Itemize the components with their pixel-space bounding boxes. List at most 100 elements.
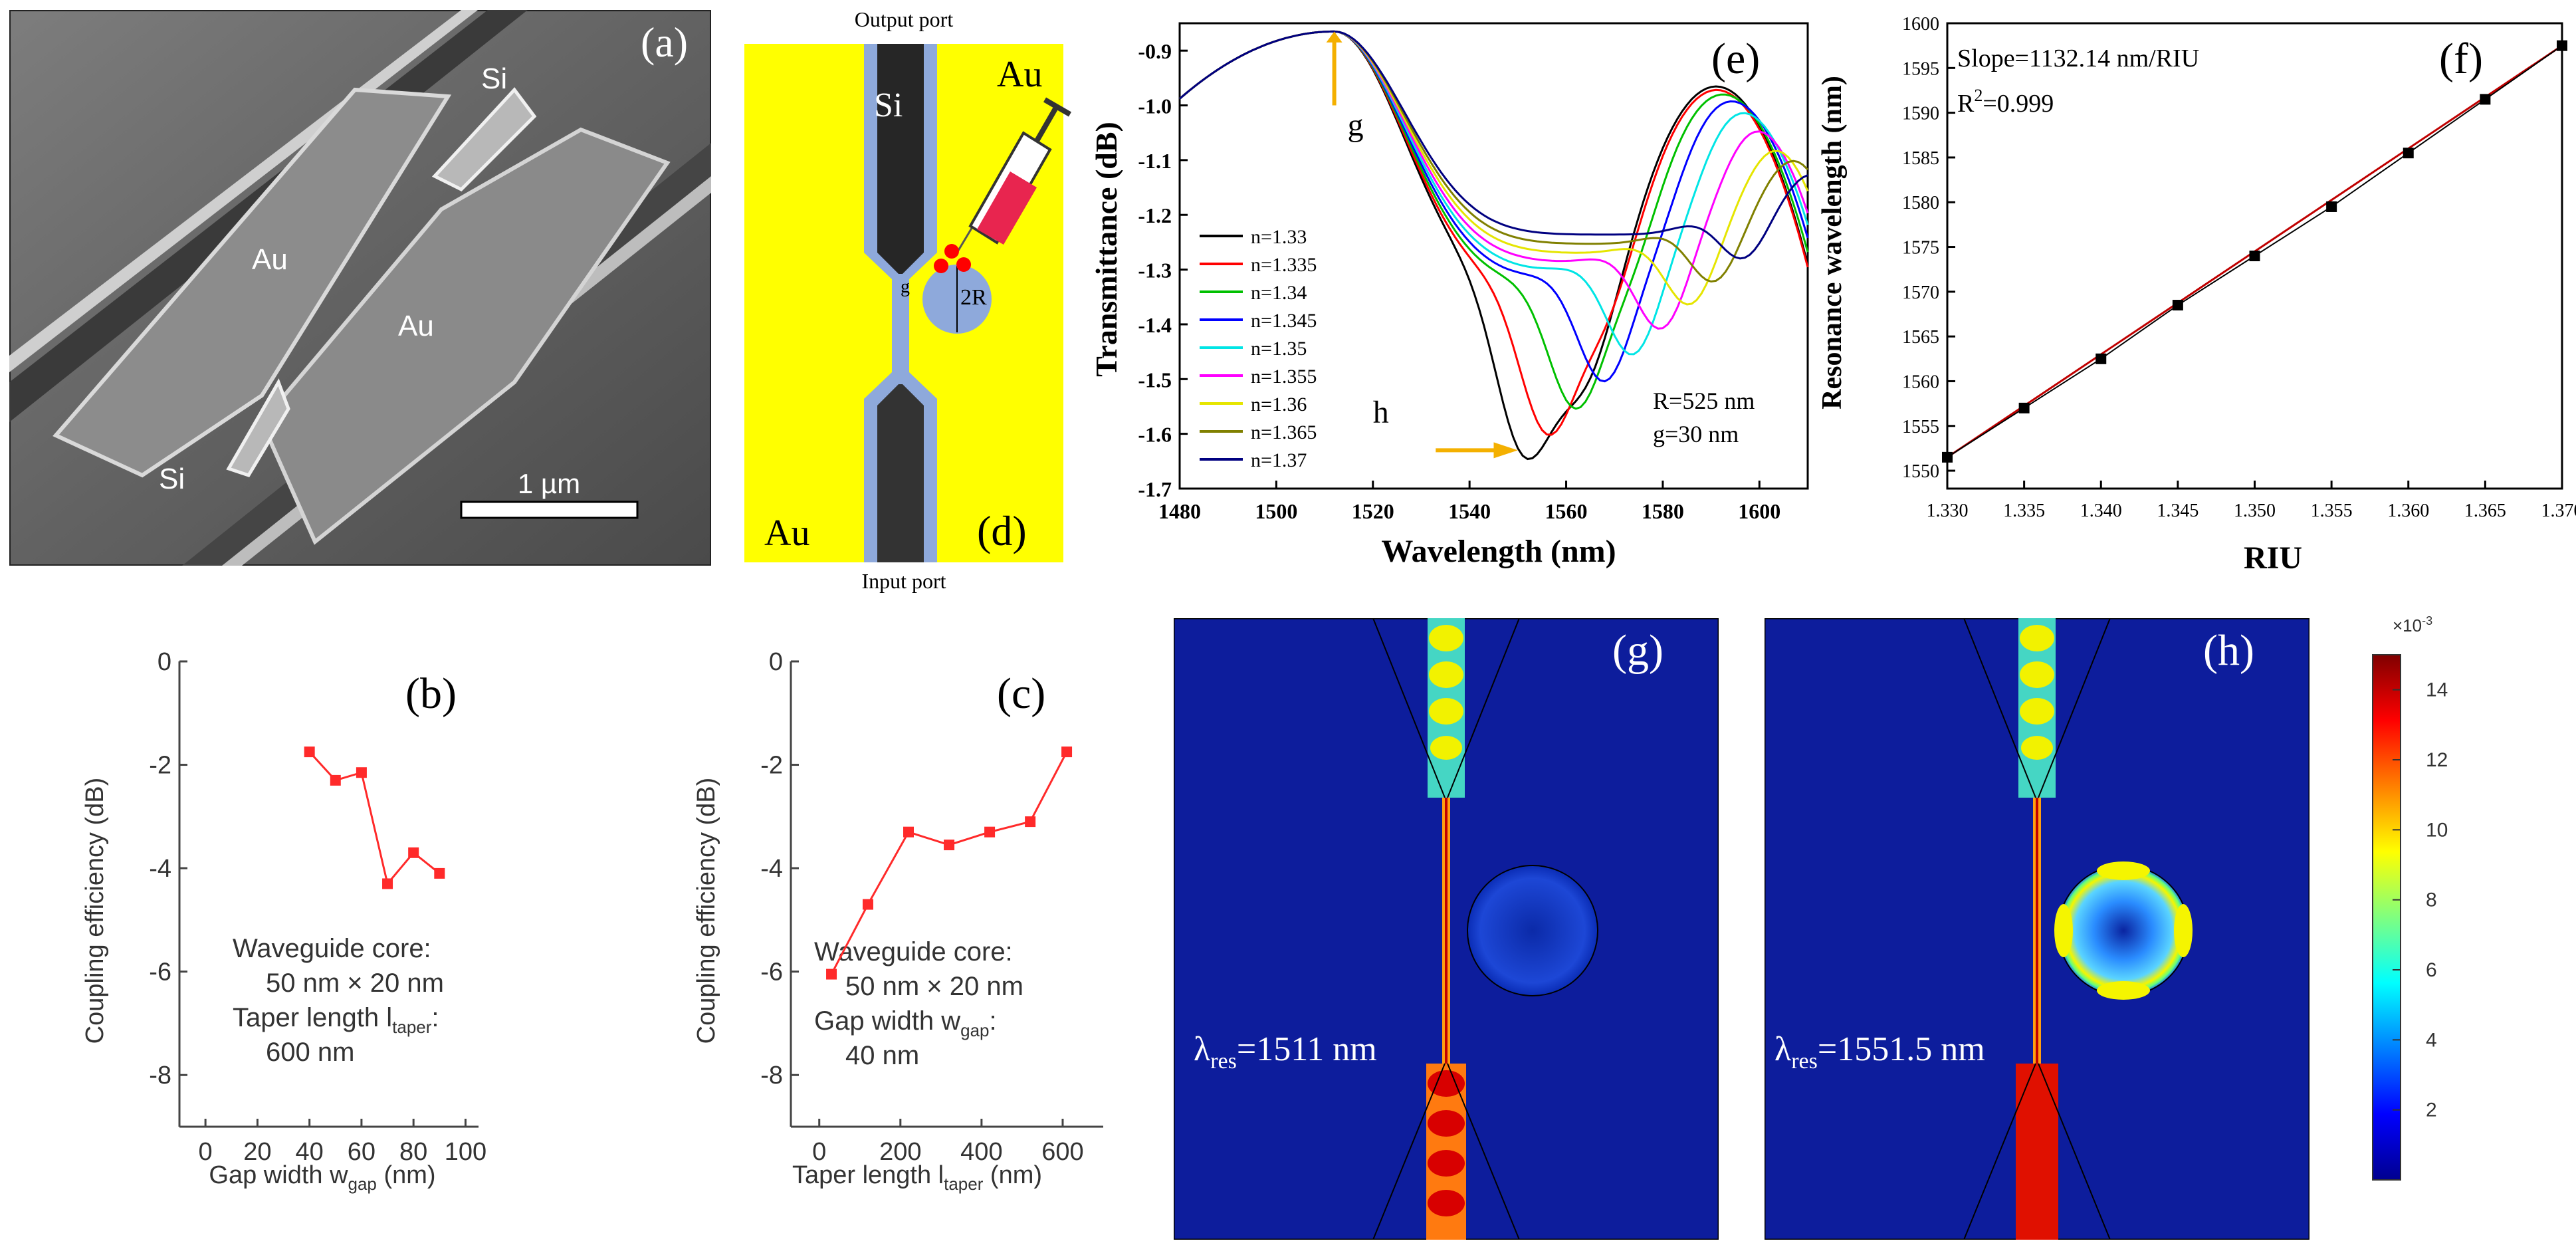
y-tick-label: 0 — [769, 648, 783, 676]
au-left-pad — [53, 87, 452, 478]
y-tick-label: -1.5 — [1138, 368, 1172, 392]
x-tick-label: 1540 — [1448, 499, 1491, 523]
legend-label: n=1.37 — [1251, 449, 1307, 471]
y-tick-label: 1595 — [1902, 58, 1939, 79]
legend-label: n=1.345 — [1251, 310, 1317, 332]
panel-a-label: (a) — [641, 19, 688, 66]
y-tick-label: -6 — [149, 959, 171, 986]
colorbar-tick-label: 4 — [2426, 1029, 2437, 1051]
xlabel: Wavelength (nm) — [1381, 534, 1616, 569]
panel-e-chart: Transmittance (dB) Wavelength (nm) (e) R… — [1083, 0, 1814, 585]
panel-c-label: (c) — [997, 669, 1045, 718]
panel-g-field-map: λres=1511 nm (g) — [1172, 617, 1720, 1241]
y-tick-label: 1555 — [1902, 417, 1939, 437]
panel-b-label: (b) — [405, 669, 457, 718]
annotation-slope: Slope=1132.14 nm/RIU — [1957, 45, 2199, 72]
output-port-label: Output port — [855, 7, 954, 31]
syringe-icon — [956, 97, 1072, 253]
data-point — [1025, 816, 1036, 828]
panel-g-label: (g) — [1612, 626, 1664, 675]
x-tick-label: 1600 — [1738, 499, 1780, 523]
y-tick-label: 1565 — [1902, 327, 1939, 348]
y-tick-label: 0 — [158, 648, 171, 676]
data-point — [2480, 94, 2491, 105]
text-si-bottom: Si — [159, 463, 185, 495]
svg-text:50 nm × 20 nm: 50 nm × 20 nm — [266, 969, 444, 998]
x-tick-label: 0 — [812, 1138, 826, 1166]
colorbar-exponent: ×10-3 — [2393, 614, 2432, 635]
panel-a-sem-image: 1 µm Si Si Au Au (a) — [8, 9, 712, 567]
ylabel: Coupling efficiency (dB) — [81, 778, 109, 1044]
colorbar-tick-label: 2 — [2426, 1099, 2437, 1121]
svg-text:Gap width wgap:: Gap width wgap: — [814, 1006, 997, 1040]
lambda-label: λres=1511 nm — [1194, 1030, 1377, 1074]
x-tick-label: 1.330 — [1927, 501, 1969, 521]
data-point — [408, 847, 419, 858]
y-tick-label: -8 — [149, 1062, 171, 1089]
disk-resonator — [1467, 865, 1598, 996]
y-tick-label: -1.4 — [1138, 313, 1172, 337]
x-tick-label: 20 — [243, 1138, 271, 1166]
data-point — [356, 767, 367, 778]
xlabel: RIU — [2244, 540, 2302, 576]
au-right-pad — [259, 127, 671, 545]
si-top-taper — [431, 87, 537, 192]
legend-label: n=1.34 — [1251, 282, 1307, 304]
drop-1 — [944, 244, 959, 259]
annotation-g: g=30 nm — [1653, 421, 1739, 447]
lambda-label: λres=1551.5 nm — [1774, 1030, 1985, 1074]
text-g: g — [901, 277, 910, 297]
text-au-bottom: Au — [764, 513, 809, 554]
y-tick-label: -6 — [760, 959, 783, 986]
panel-f-label: (f) — [2439, 35, 2483, 83]
svg-text:Waveguide core:: Waveguide core: — [233, 934, 431, 963]
text-au-top: Au — [997, 54, 1042, 95]
x-tick-label: 1.350 — [2234, 501, 2276, 521]
data-point — [2095, 353, 2107, 364]
panel-d-schematic: Output port 2R g Si Au Au (d) Input port — [738, 0, 1083, 598]
y-tick-label: 1560 — [1902, 372, 1939, 392]
data-point — [2326, 201, 2337, 212]
x-tick-label: 80 — [399, 1138, 427, 1166]
colorbar-tick-label: 6 — [2426, 959, 2437, 981]
data-point — [330, 774, 341, 786]
text-au-left: Au — [252, 243, 288, 276]
colorbar-tick-label: 14 — [2426, 679, 2448, 701]
panel-f-chart: Resonance wavelength (nm) RIU (f) Slope=… — [1814, 0, 2576, 585]
x-tick-label: 400 — [960, 1138, 1002, 1166]
panel-d-label: (d) — [977, 507, 1027, 554]
annotation: Waveguide core: 50 nm × 20 nm Gap width … — [814, 937, 1023, 1070]
y-tick-label: 1590 — [1902, 104, 1939, 124]
x-tick-label: 60 — [348, 1138, 376, 1166]
scalebar-label: 1 µm — [518, 468, 580, 499]
drop-3 — [956, 257, 971, 272]
x-tick-label: 40 — [296, 1138, 324, 1166]
data-point — [382, 878, 393, 889]
x-tick-label: 0 — [199, 1138, 213, 1166]
marker-h: h — [1373, 395, 1389, 430]
text-si: Si — [874, 86, 903, 124]
disk-resonator — [2058, 865, 2189, 996]
x-tick-label: 1.370 — [2541, 501, 2576, 521]
legend: n=1.33 n=1.335 n=1.34 n=1.345 n=1.35 n=1.355 n… — [1200, 226, 1317, 471]
x-tick-label: 1500 — [1255, 499, 1297, 523]
data-point — [2403, 148, 2414, 159]
x-tick-label: 1.365 — [2464, 501, 2506, 521]
x-tick-label: 600 — [1041, 1138, 1083, 1166]
legend-label: n=1.35 — [1251, 338, 1307, 360]
ylabel: Coupling efficiency (dB) — [693, 778, 720, 1044]
scalebar — [460, 501, 639, 519]
y-tick-label: 1585 — [1902, 148, 1939, 169]
colorbar-tick-label: 8 — [2426, 889, 2437, 911]
panel-e-label: (e) — [1711, 35, 1760, 83]
data-point — [2018, 402, 2030, 413]
x-tick-label: 1.335 — [2003, 501, 2045, 521]
y-tick-label: 1550 — [1902, 461, 1939, 482]
x-tick-label: 1.340 — [2080, 501, 2122, 521]
si-bottom-taper — [226, 378, 290, 478]
x-tick-label: 1.355 — [2311, 501, 2353, 521]
data-point — [944, 840, 955, 851]
x-tick-label: 1520 — [1352, 499, 1394, 523]
data-point — [903, 826, 914, 838]
text-2r: 2R — [960, 285, 987, 310]
